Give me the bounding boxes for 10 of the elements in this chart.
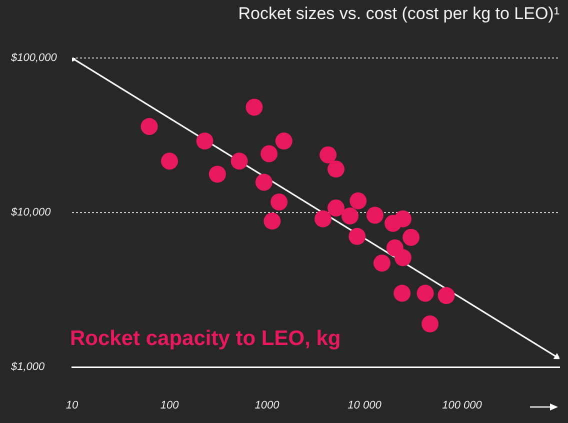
chart-title: Rocket sizes vs. cost (cost per kg to LEO)¹ — [238, 4, 560, 23]
x-tick-label: 10 — [66, 400, 79, 412]
y-tick-label: $100,000 — [10, 52, 58, 64]
x-tick-label: 10 000 — [348, 400, 382, 412]
y-tick-label: $10,000 — [10, 206, 52, 219]
x-tick-label: 1000 — [254, 400, 280, 412]
y-tick-label: $1,000 — [10, 361, 46, 374]
x-tick-label: 100 — [160, 400, 180, 412]
x-axis-title: Rocket capacity to LEO, kg — [70, 326, 341, 350]
x-tick-label: 100 000 — [442, 400, 483, 412]
